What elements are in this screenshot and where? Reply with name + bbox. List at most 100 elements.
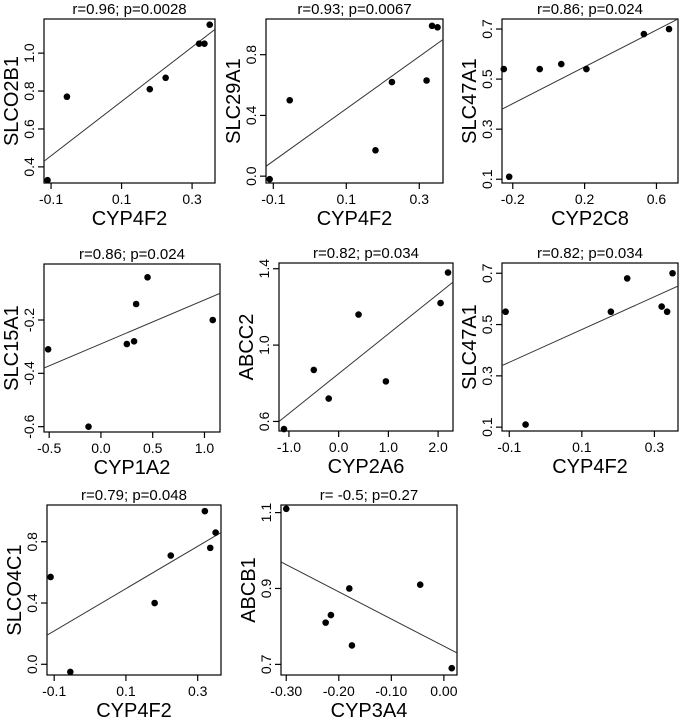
data-point (423, 77, 430, 84)
y-axis-label: SLC47A1 (459, 58, 481, 144)
x-tick-label: 0.1 (337, 191, 357, 207)
data-point (669, 269, 676, 277)
data-point (151, 599, 158, 607)
y-tick-label: 0.7 (479, 263, 495, 283)
regression-line (279, 281, 453, 422)
panel-title: r=0.79; p=0.048 (81, 487, 187, 504)
x-tick-label: 2.0 (428, 439, 448, 455)
plot-frame (43, 18, 216, 184)
y-axis-label: SLC15A1 (1, 305, 23, 391)
x-axis-label: CYP3A4 (331, 700, 408, 722)
data-point (132, 300, 140, 308)
panel-title: r=0.96; p=0.0028 (72, 1, 186, 18)
data-point (280, 425, 288, 433)
data-point (500, 65, 508, 73)
plot-frame (46, 504, 222, 676)
x-tick-label: 0.00 (430, 683, 457, 699)
y-tick-label: 0.4 (243, 105, 259, 125)
y-tick-label: 0.6 (256, 412, 272, 432)
data-point (144, 274, 151, 281)
x-tick-label: -0.2 (501, 191, 525, 207)
data-point (444, 269, 452, 276)
x-tick-label: 0.1 (116, 683, 136, 699)
y-tick-label: 0.8 (24, 532, 40, 552)
data-point (665, 25, 673, 33)
panel-title: r= -0.5; p=0.27 (320, 487, 418, 504)
x-tick-label: 0.3 (182, 191, 202, 207)
regression-line (502, 19, 678, 110)
y-tick-label: 0.7 (479, 19, 495, 39)
y-tick-label: 0.3 (479, 119, 495, 139)
x-tick-label: 0.3 (645, 439, 665, 455)
x-axis-label: CYP1A2 (94, 457, 171, 479)
data-point (209, 316, 217, 324)
y-tick-label: 0.9 (258, 579, 274, 599)
data-point (286, 96, 294, 104)
y-tick-label: 1.4 (256, 259, 272, 279)
y-tick-label: 0.7 (258, 654, 274, 674)
x-axis-label: CYP4F2 (552, 456, 628, 478)
y-axis-label: ABCB1 (238, 557, 260, 623)
data-point (434, 24, 441, 31)
data-point (663, 308, 671, 316)
x-tick-label: -0.5 (37, 440, 61, 456)
scatter-panel: r=0.96; p=0.0028 -0.1 0.1 0.3 0.4 0.6 0.8 1.0 CY… (1, 1, 216, 230)
data-point (536, 65, 544, 73)
y-tick-label: 1.0 (256, 335, 272, 355)
x-tick-label: 0.2 (575, 191, 595, 207)
y-tick-label: 0.4 (24, 593, 40, 613)
regression-line (47, 532, 221, 636)
y-tick-label: -0.2 (21, 308, 37, 332)
y-tick-label: 0.0 (243, 166, 259, 186)
regression-line (266, 39, 443, 167)
data-point (130, 338, 138, 345)
data-point (206, 544, 214, 552)
data-point (327, 611, 335, 619)
data-point (44, 176, 51, 184)
regression-line (44, 29, 215, 162)
data-point (322, 619, 329, 626)
panel-title: r=0.86; p=0.024 (537, 1, 643, 18)
y-axis-label: ABCC2 (236, 314, 258, 381)
panel-title: r=0.86; p=0.024 (79, 246, 185, 263)
regression-line (281, 561, 457, 654)
y-tick-label: 1.1 (258, 503, 274, 523)
x-tick-label: 0.0 (91, 440, 111, 456)
y-tick-label: 0.5 (479, 315, 495, 335)
data-point (67, 668, 74, 676)
data-point (282, 505, 290, 513)
data-point (658, 303, 665, 310)
data-point (266, 175, 273, 183)
y-tick-label: -0.4 (21, 361, 37, 385)
data-point (607, 308, 615, 316)
data-point (345, 585, 353, 592)
x-tick-label: 0.0 (329, 439, 349, 455)
scatter-panel: r=0.86; p=0.024 -0.2 0.2 0.6 0.1 0.3 0.5 0.7 CYP… (459, 1, 679, 230)
x-tick-label: 0.1 (572, 439, 592, 455)
data-point (448, 664, 456, 672)
y-tick-label: 0.5 (479, 69, 495, 89)
x-tick-label: 0.3 (410, 191, 430, 207)
y-tick-label: 1.0 (21, 43, 37, 63)
scatter-panel: r=0.93; p=0.0067 -0.1 0.1 0.3 0.0 0.4 0.8 CYP4F… (223, 1, 444, 230)
data-point (502, 308, 509, 316)
y-tick-label: -0.6 (21, 414, 37, 438)
data-point (85, 423, 92, 430)
y-axis-label: SLC47A1 (459, 304, 481, 390)
data-point (162, 74, 169, 82)
regression-line (502, 285, 678, 367)
plot-frame (265, 18, 444, 184)
y-tick-label: 0.8 (21, 81, 37, 101)
data-point (372, 147, 379, 154)
data-point (623, 275, 631, 282)
data-point (201, 507, 209, 515)
data-point (428, 22, 436, 30)
x-tick-label: -0.1 (39, 191, 63, 207)
data-point (557, 60, 565, 68)
y-axis-label: SLCO4C1 (4, 544, 26, 635)
x-tick-label: -0.1 (42, 683, 66, 699)
data-point (416, 581, 424, 588)
plot-frame (278, 262, 454, 432)
data-point (47, 573, 54, 581)
plot-frame (280, 504, 458, 676)
